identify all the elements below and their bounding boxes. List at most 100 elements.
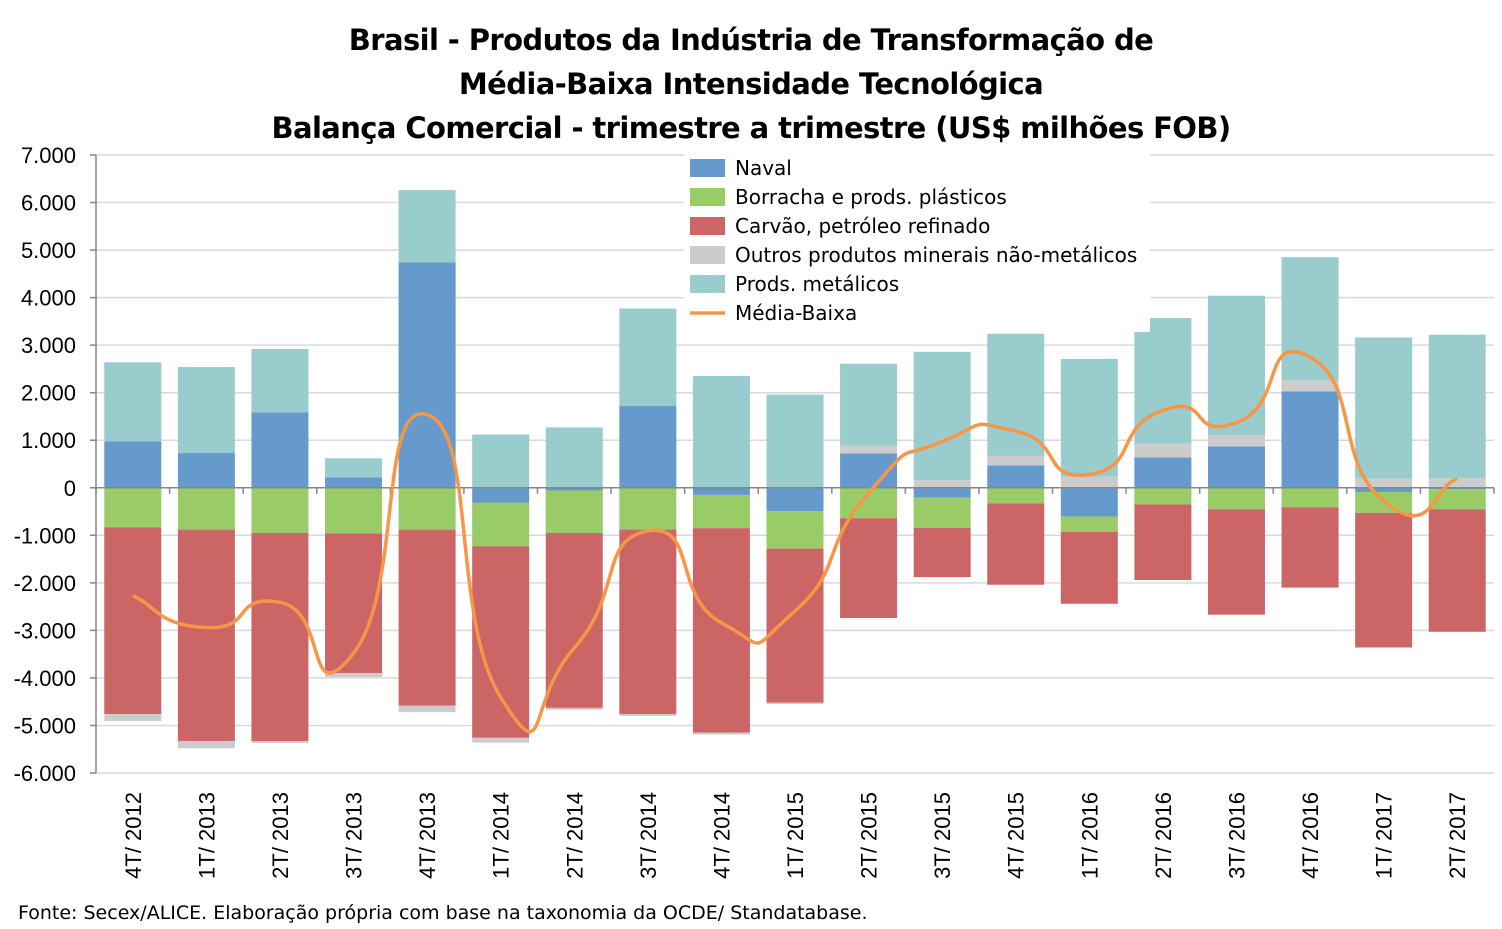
bar-segment bbox=[1207, 487, 1265, 510]
bar-segment bbox=[1060, 516, 1118, 532]
x-tick-label: 3T/ 2015 bbox=[930, 792, 955, 879]
bar-segment bbox=[251, 487, 309, 533]
legend-label: Média-Baixa bbox=[735, 301, 857, 325]
line-media-baixa bbox=[132, 349, 1458, 734]
bar-segment bbox=[251, 532, 309, 742]
bar-segment bbox=[398, 262, 456, 488]
bar-segment bbox=[177, 529, 235, 742]
bar-segment bbox=[1207, 446, 1265, 488]
bar-segment bbox=[1281, 257, 1339, 381]
legend: Naval Borracha e prods. plásticos Carvão, … bbox=[684, 152, 1150, 332]
y-tick-label: 3.000 bbox=[21, 333, 76, 358]
bar-segment bbox=[104, 487, 162, 528]
bar-segment bbox=[325, 477, 383, 488]
bar-segment bbox=[1134, 457, 1192, 488]
x-tick-label: 1T/ 2017 bbox=[1372, 792, 1397, 879]
bar-segment bbox=[692, 528, 750, 733]
y-tick-label: 1.000 bbox=[21, 428, 76, 453]
bar-segment bbox=[472, 502, 530, 547]
chart-title: Brasil - Produtos da Indústria de Transf… bbox=[0, 18, 1502, 150]
bar-segment bbox=[1428, 478, 1486, 488]
x-tick-label: 2T/ 2015 bbox=[857, 792, 882, 879]
y-tick-label: 2.000 bbox=[21, 381, 76, 406]
bar-segment bbox=[1060, 487, 1118, 517]
x-tick-label: 1T/ 2013 bbox=[194, 792, 219, 879]
bar-segment bbox=[325, 458, 383, 478]
bar-segment bbox=[619, 714, 677, 716]
y-tick-label: 4.000 bbox=[21, 286, 76, 311]
bar-segment bbox=[177, 367, 235, 454]
bar-segment bbox=[1281, 487, 1339, 508]
bar-segment bbox=[987, 455, 1045, 466]
bar-segment bbox=[545, 490, 603, 533]
bar-segment bbox=[325, 673, 383, 677]
bar-segment bbox=[398, 529, 456, 706]
y-tick-label: 7.000 bbox=[21, 143, 76, 168]
bar-segment bbox=[251, 412, 309, 488]
x-tick-label: 4T/ 2012 bbox=[121, 792, 146, 879]
x-tick-label: 2T/ 2016 bbox=[1151, 792, 1176, 879]
bar-segment bbox=[692, 376, 750, 488]
bar-segment bbox=[840, 445, 898, 454]
legend-swatch bbox=[690, 275, 725, 293]
bar-segment bbox=[840, 518, 898, 619]
x-tick-label: 4T/ 2015 bbox=[1004, 792, 1029, 879]
bar-segment bbox=[1060, 531, 1118, 604]
y-tick-label: 6.000 bbox=[21, 191, 76, 216]
bar-segment bbox=[766, 511, 824, 549]
legend-background bbox=[684, 152, 1150, 332]
bar-segment bbox=[766, 548, 824, 703]
bar-segment bbox=[325, 487, 383, 534]
bar-segment bbox=[987, 333, 1045, 456]
bar-segment bbox=[913, 487, 971, 498]
bar-segment bbox=[1355, 337, 1413, 479]
bar-segment bbox=[766, 394, 824, 488]
bar-segment bbox=[1355, 487, 1413, 493]
bar-segment bbox=[104, 441, 162, 488]
bar-segment bbox=[545, 707, 603, 710]
x-tick-label: 2T/ 2014 bbox=[562, 792, 587, 879]
x-tick-label: 1T/ 2016 bbox=[1077, 792, 1102, 879]
bar-segment bbox=[987, 503, 1045, 585]
x-tick-label: 1T/ 2014 bbox=[489, 792, 514, 879]
bar-segment bbox=[1134, 318, 1192, 444]
bar-segment bbox=[545, 487, 603, 491]
legend-swatch bbox=[690, 159, 725, 177]
bar-segment bbox=[1355, 478, 1413, 488]
x-tick-label: 3T/ 2013 bbox=[342, 792, 367, 879]
bar-segment bbox=[472, 487, 530, 503]
bar-segment bbox=[1134, 487, 1192, 505]
x-tick-label: 1T/ 2015 bbox=[783, 792, 808, 879]
bar-segment bbox=[619, 308, 677, 407]
y-tick-label: -6.000 bbox=[14, 761, 76, 786]
bar-segment bbox=[913, 480, 971, 488]
bar-segment bbox=[472, 737, 530, 743]
bar-segment bbox=[251, 348, 309, 413]
bar-segment bbox=[545, 427, 603, 488]
bar-segment bbox=[1207, 295, 1265, 436]
legend-label: Naval bbox=[735, 156, 792, 180]
bar-segment bbox=[692, 732, 750, 735]
bar-segment bbox=[840, 363, 898, 446]
bar-segment bbox=[1428, 509, 1486, 632]
bar-segment bbox=[1207, 435, 1265, 447]
x-tick-label: 4T/ 2014 bbox=[709, 792, 734, 879]
bar-segment bbox=[1281, 391, 1339, 488]
y-tick-label: -5.000 bbox=[14, 713, 76, 738]
source-note: Fonte: Secex/ALICE. Elaboração própria c… bbox=[18, 902, 868, 924]
y-tick-label: -3.000 bbox=[14, 618, 76, 643]
bar-segment bbox=[177, 453, 235, 488]
x-tick-label: 3T/ 2014 bbox=[636, 792, 661, 879]
bar-segment bbox=[398, 487, 456, 530]
bar-segment bbox=[692, 487, 750, 495]
x-tick-label: 3T/ 2016 bbox=[1224, 792, 1249, 879]
bar-segment bbox=[1428, 489, 1486, 510]
bar-segment bbox=[913, 497, 971, 528]
bar-segment bbox=[398, 190, 456, 263]
legend-swatch bbox=[690, 217, 725, 235]
y-tick-label: -1.000 bbox=[14, 523, 76, 548]
bar-segment bbox=[104, 527, 162, 715]
bar-segment bbox=[987, 465, 1045, 488]
bar-segment bbox=[1134, 443, 1192, 458]
bar-segment bbox=[913, 351, 971, 481]
